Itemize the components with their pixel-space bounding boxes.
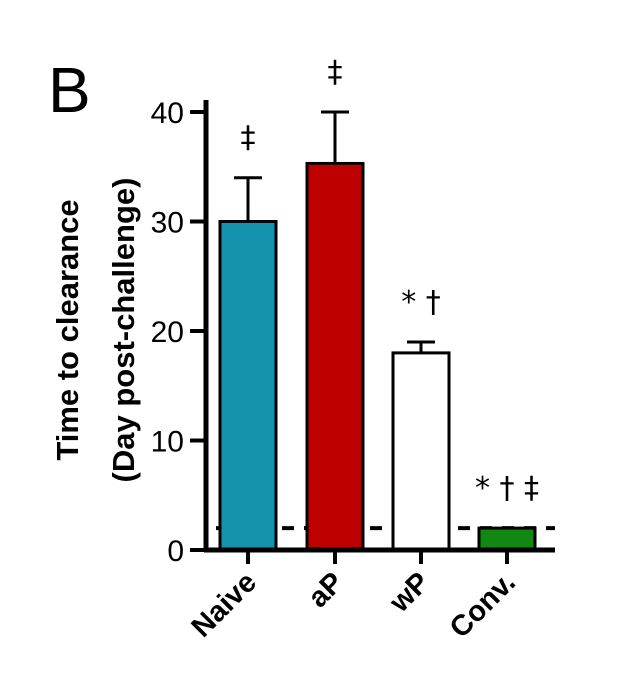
bar-wp — [391, 351, 451, 552]
bar-ap — [305, 161, 365, 552]
panel-label: B — [48, 54, 91, 126]
significance-marker: ‡ — [241, 121, 256, 156]
significance-marker: * † ‡ — [475, 471, 539, 506]
significance-marker: ‡ — [328, 55, 343, 90]
y-axis-label: Time to clearance (Day post-challenge) — [50, 178, 141, 483]
y-tick-label: 0 — [167, 535, 184, 568]
bar-conv — [477, 526, 537, 552]
y-tick-label: 40 — [151, 97, 184, 130]
y-tick-label: 10 — [151, 426, 184, 459]
x-tick-label: Naive — [186, 566, 263, 643]
bar-naive — [218, 220, 278, 552]
y-axis-label-line-1: Time to clearance — [50, 199, 85, 460]
significance-marker: * † — [401, 285, 441, 320]
y-tick-label: 30 — [151, 207, 184, 240]
plot-area: ‡ Naive ‡ aP * † wP * † ‡ Conv. 0 10 20 30 40 — [151, 55, 555, 644]
y-axis-label-line-2: (Day post-challenge) — [106, 178, 141, 483]
x-tick-label: Conv. — [444, 566, 522, 644]
x-tick-label: wP — [383, 566, 436, 619]
y-tick-label: 20 — [151, 316, 184, 349]
x-tick-label: aP — [302, 566, 350, 614]
